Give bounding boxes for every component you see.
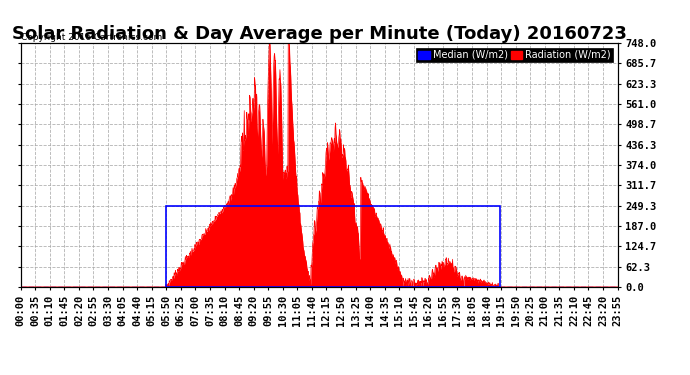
Legend: Median (W/m2), Radiation (W/m2): Median (W/m2), Radiation (W/m2) bbox=[416, 48, 613, 62]
Bar bbox=[166, 206, 500, 287]
Text: Copyright 2016 Cartronics.com: Copyright 2016 Cartronics.com bbox=[21, 33, 162, 42]
Title: Solar Radiation & Day Average per Minute (Today) 20160723: Solar Radiation & Day Average per Minute… bbox=[12, 25, 627, 43]
